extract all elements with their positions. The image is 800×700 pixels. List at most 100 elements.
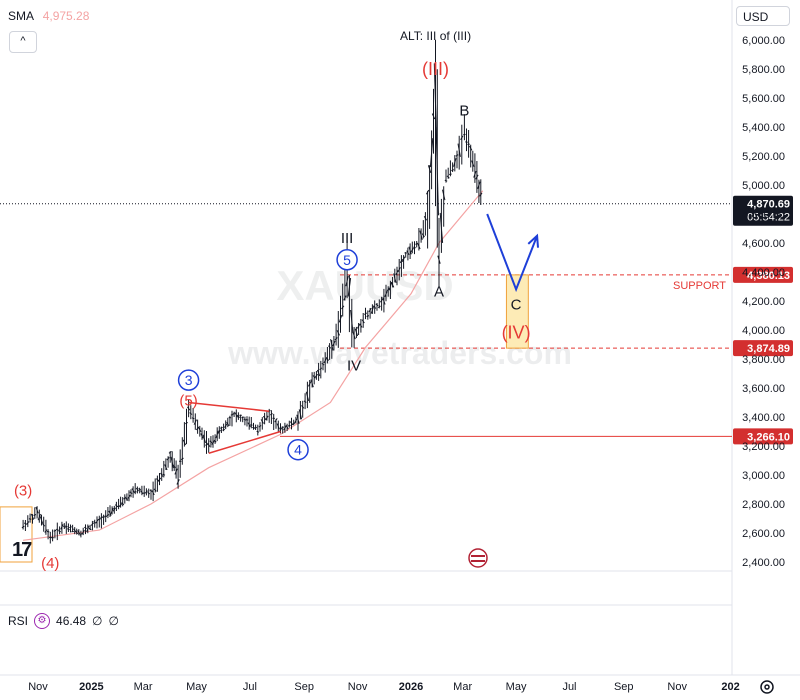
price-bar-tick	[292, 422, 296, 425]
y-tick-label: 3,000.00	[742, 470, 785, 482]
price-bar-tick	[236, 414, 240, 418]
x-tick-label: Nov	[667, 681, 687, 693]
y-tick-label: 5,800.00	[742, 64, 785, 76]
indicator-settings-icon[interactable]: ⚙	[34, 613, 51, 629]
price-bar-tick	[457, 143, 461, 157]
triangle-lower-line[interactable]	[208, 430, 281, 454]
price-bar-tick	[185, 421, 188, 425]
level-price-tag	[733, 340, 793, 357]
price-bar-tick	[479, 192, 483, 197]
wave-label[interactable]: (4)	[41, 555, 59, 572]
wave-label[interactable]: III	[341, 230, 354, 247]
x-tick-label: Jul	[562, 681, 576, 693]
wave-label[interactable]: (III)	[422, 59, 449, 79]
wave-label[interactable]: C	[511, 297, 522, 314]
price-bar-tick	[205, 443, 208, 446]
wave-label[interactable]: (5)	[179, 392, 197, 409]
price-bar-tick	[336, 330, 340, 336]
price-bar-tick	[160, 472, 164, 477]
tradingview-logo: 17	[12, 539, 32, 561]
price-bar-tick	[449, 173, 452, 175]
price-bar-tick	[33, 514, 37, 516]
price-bar-tick	[186, 406, 191, 411]
price-bar-tick	[287, 424, 291, 427]
price-bar-tick	[23, 522, 27, 525]
rsi-value: 46.48	[56, 614, 87, 628]
price-bar-tick	[151, 490, 155, 496]
x-tick-label: 2026	[399, 681, 423, 693]
wave-label[interactable]: 3	[185, 372, 193, 388]
price-bar-tick	[314, 373, 318, 378]
collapse-legend-button[interactable]: ^	[9, 31, 37, 53]
price-bar-tick	[475, 174, 479, 180]
level-price-tag	[733, 428, 793, 445]
rsi-legend[interactable]: RSI ⚙ 46.48 ∅ ∅	[8, 613, 119, 629]
target-zone-box[interactable]	[505, 274, 529, 349]
prior-zone-box[interactable]	[0, 506, 33, 563]
wave-label[interactable]: A	[434, 284, 444, 301]
price-bar-tick	[247, 422, 251, 428]
price-bar-tick	[234, 412, 238, 418]
price-bar-tick	[388, 281, 393, 291]
currency-select[interactable]: USD	[736, 6, 790, 26]
price-bar-tick	[69, 526, 72, 529]
price-bar-tick	[147, 492, 151, 495]
price-bar-tick	[30, 513, 35, 520]
wave-label[interactable]: (3)	[14, 482, 32, 499]
price-bar-tick	[258, 425, 262, 428]
price-bar-tick	[108, 510, 112, 516]
countdown-label: 05:54:22	[747, 212, 790, 224]
price-bar-tick	[446, 175, 450, 179]
wave-label[interactable]: (IV)	[502, 323, 531, 343]
price-bar-tick	[301, 405, 305, 409]
projection-path[interactable]	[486, 213, 539, 293]
price-bar-tick	[429, 138, 434, 168]
price-bar-tick	[413, 246, 416, 249]
y-tick-label: 5,200.00	[742, 151, 785, 163]
wave-label[interactable]: 4	[294, 442, 302, 458]
triangle-upper-line[interactable]	[188, 401, 270, 412]
wave-label[interactable]: B	[459, 102, 469, 119]
y-tick-label: 2,400.00	[742, 557, 785, 569]
price-bar-tick	[196, 426, 200, 431]
price-bar-tick	[463, 133, 466, 136]
price-bar-tick	[345, 275, 349, 287]
us-flag-icon[interactable]	[468, 548, 488, 568]
price-bar-tick	[417, 243, 421, 250]
wave-label[interactable]: ALT: III of (III)	[400, 29, 471, 43]
price-bar-tick	[75, 530, 79, 535]
price-bar-tick	[296, 414, 300, 424]
price-bar-tick	[455, 154, 459, 157]
price-bar-tick	[42, 523, 46, 527]
wave-label[interactable]: 5	[343, 252, 351, 268]
price-bar-tick	[125, 497, 129, 501]
wave-label[interactable]: IV	[347, 358, 361, 375]
price-bar-tick	[207, 442, 211, 447]
price-bar-tick	[410, 247, 414, 253]
chevron-up-icon: ^	[20, 35, 26, 47]
price-bar-tick	[191, 417, 195, 420]
price-bar-tick	[99, 516, 103, 519]
price-bar-tick	[198, 427, 202, 432]
price-bar-tick	[350, 309, 354, 333]
price-bar-tick	[200, 433, 204, 439]
price-bar-tick	[419, 230, 423, 240]
y-tick-label: 2,600.00	[742, 528, 785, 540]
sma-legend[interactable]: SMA 4,975.28	[8, 9, 89, 23]
sma-line[interactable]	[23, 190, 484, 541]
price-bar-tick	[269, 413, 273, 416]
price-bar-tick	[123, 496, 127, 500]
price-bar-tick	[243, 418, 247, 421]
rsi-extra-2: ∅	[108, 614, 119, 628]
price-bar-tick	[347, 278, 352, 297]
x-tick-label: Mar	[453, 681, 472, 693]
price-bar-tick	[77, 530, 81, 535]
price-bar-tick	[325, 357, 330, 361]
chart-settings-icon[interactable]	[758, 678, 776, 696]
price-bar-tick	[168, 451, 172, 454]
projection-arrowhead	[527, 233, 540, 248]
y-tick-label: 4,200.00	[742, 296, 785, 308]
price-bar-tick	[399, 258, 404, 264]
price-bar-tick	[110, 507, 114, 514]
